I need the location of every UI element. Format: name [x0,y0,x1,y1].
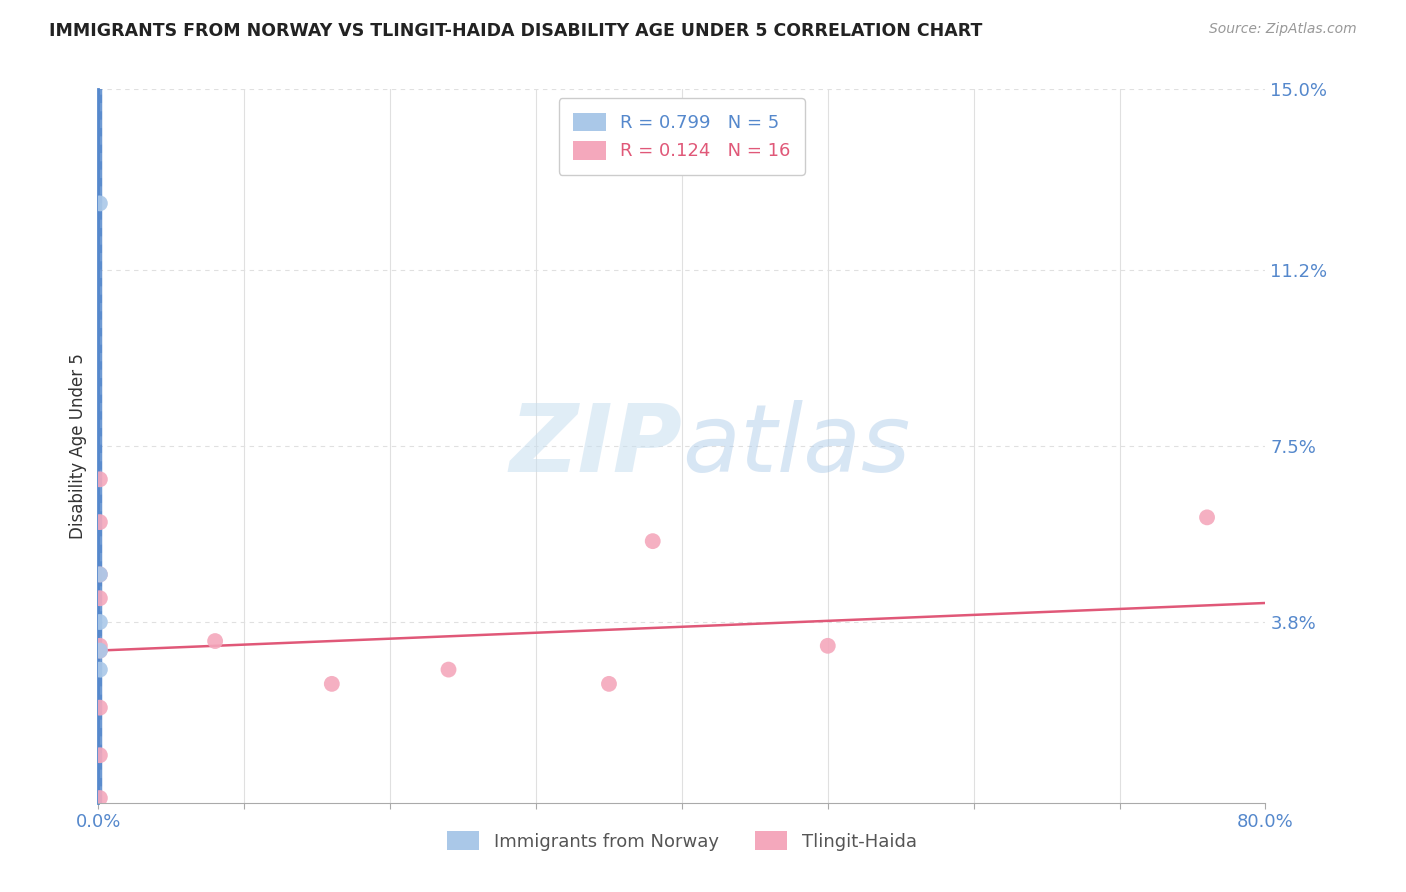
Point [89,567,111,582]
Point [89,663,111,677]
Point [598,677,620,691]
Point [89,567,111,582]
Point [89,196,111,211]
Point [817,639,839,653]
Point [89,643,111,657]
Point [89,515,111,529]
Point [89,615,111,629]
Legend: Immigrants from Norway, Tlingit-Haida: Immigrants from Norway, Tlingit-Haida [440,824,924,858]
Point [89,791,111,805]
Text: ZIP: ZIP [509,400,682,492]
Point [641,534,664,549]
Point [321,677,343,691]
Y-axis label: Disability Age Under 5: Disability Age Under 5 [69,353,87,539]
Point [437,663,460,677]
Text: IMMIGRANTS FROM NORWAY VS TLINGIT-HAIDA DISABILITY AGE UNDER 5 CORRELATION CHART: IMMIGRANTS FROM NORWAY VS TLINGIT-HAIDA … [49,22,983,40]
Point [89,591,111,606]
Point [89,700,111,714]
Text: atlas: atlas [682,401,910,491]
Point [204,634,226,648]
Point [89,639,111,653]
Point [89,748,111,763]
Point [89,472,111,486]
Point [1195,510,1218,524]
Point [89,643,111,657]
Text: Source: ZipAtlas.com: Source: ZipAtlas.com [1209,22,1357,37]
